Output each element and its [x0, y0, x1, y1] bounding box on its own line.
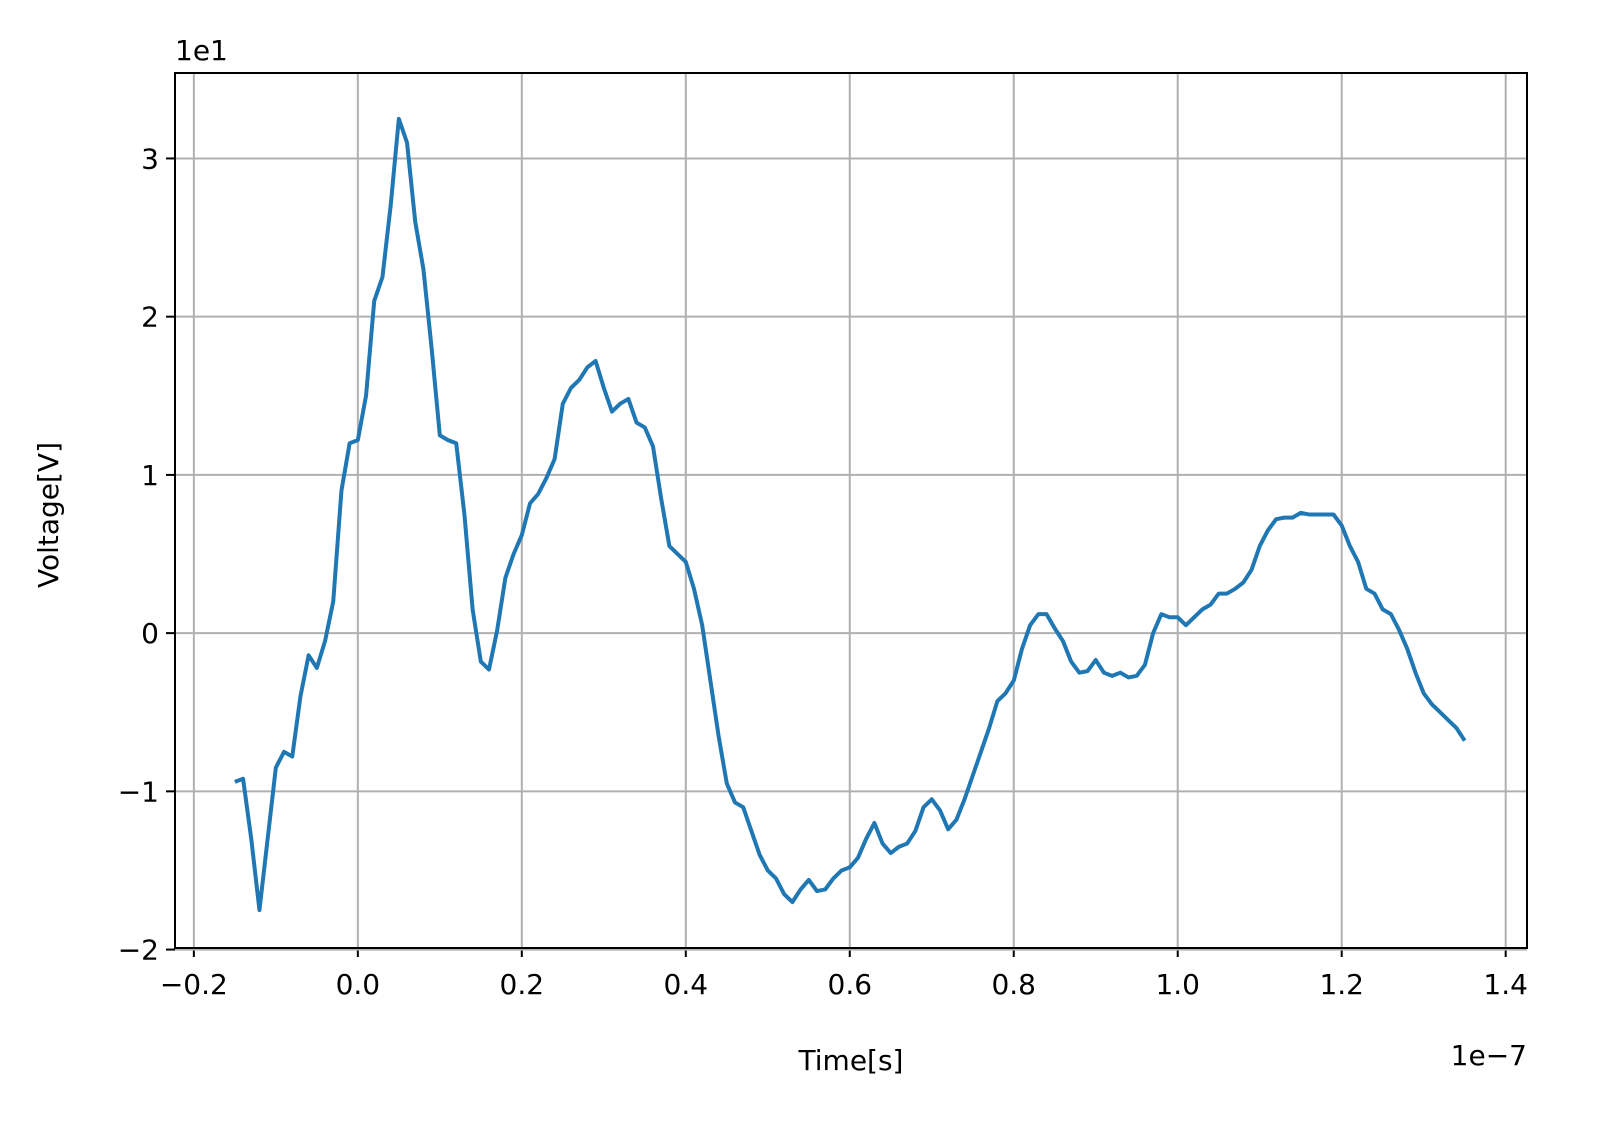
- x-offset-label: 1e−7: [1451, 1039, 1527, 1072]
- x-tick-label: −0.2: [160, 968, 228, 1001]
- y-tick-label: 3: [141, 142, 159, 175]
- x-tick-label: 0.8: [991, 968, 1036, 1001]
- x-tick-label: 0.6: [828, 968, 873, 1001]
- x-tick-label: 1.4: [1483, 968, 1528, 1001]
- x-tick-label: 1.0: [1155, 968, 1200, 1001]
- y-tick-label: −2: [118, 934, 159, 967]
- x-tick-label: 0.2: [500, 968, 545, 1001]
- y-tick-label: 0: [141, 617, 159, 650]
- y-tick-label: −1: [118, 775, 159, 808]
- data-line: [234, 116, 1467, 913]
- x-tick-label: 1.2: [1319, 968, 1364, 1001]
- y-axis-label: Voltage[V]: [32, 442, 65, 588]
- x-axis-label: Time[s]: [798, 1044, 904, 1077]
- y-tick-label: 2: [141, 301, 159, 334]
- x-tick-label: 0.0: [336, 968, 381, 1001]
- x-tick-label: 0.4: [664, 968, 709, 1001]
- y-offset-label: 1e1: [175, 34, 228, 67]
- plot-frame: [174, 72, 1528, 949]
- y-tick-label: 1: [141, 459, 159, 492]
